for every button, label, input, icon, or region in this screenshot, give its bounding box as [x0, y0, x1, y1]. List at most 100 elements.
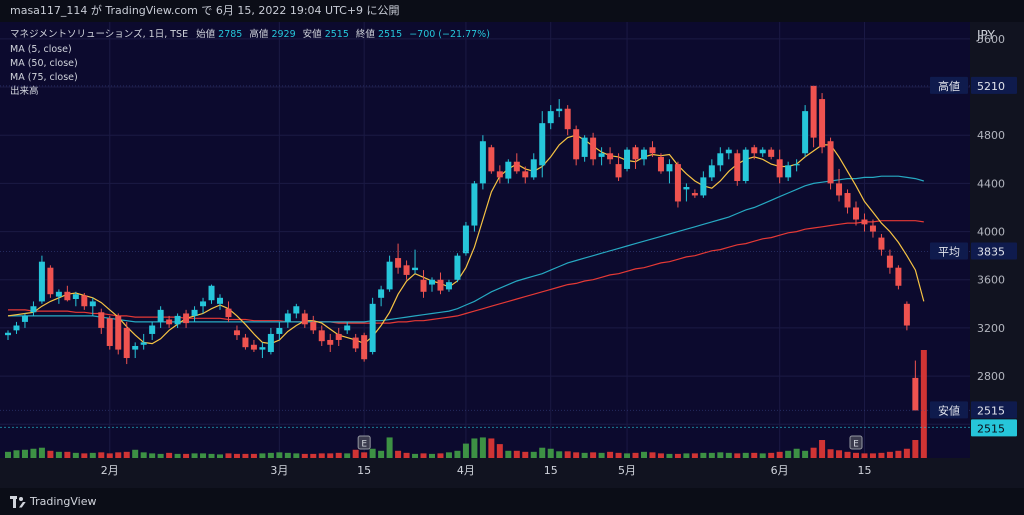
- candle-body: [276, 327, 283, 334]
- candle-body: [649, 147, 656, 154]
- x-tick-label: 15: [357, 464, 371, 477]
- candle-body: [488, 147, 495, 172]
- volume-bar: [276, 452, 283, 458]
- price-marker-value-box: [971, 242, 1017, 260]
- close-label: 終値: [356, 28, 376, 40]
- volume-bar: [106, 453, 113, 458]
- volume-bar: [225, 453, 232, 458]
- volume-bar: [420, 453, 427, 458]
- volume-bar: [751, 452, 758, 458]
- candle-body: [13, 325, 20, 331]
- volume-bar: [378, 450, 385, 458]
- candle-body: [708, 165, 715, 178]
- y-tick-label: 5600: [977, 33, 1005, 46]
- candle-body: [403, 265, 410, 275]
- candle-body: [310, 321, 317, 331]
- volume-bar: [132, 449, 139, 458]
- candle-body: [301, 313, 308, 325]
- volume-bar: [641, 451, 647, 458]
- volume-bar: [344, 453, 351, 458]
- volume-bar: [123, 451, 130, 458]
- candle-body: [641, 149, 647, 160]
- volume-bar: [802, 450, 809, 458]
- candle-body: [522, 171, 529, 178]
- price-marker-label: 高値: [938, 79, 960, 93]
- y-tick-label: 4400: [977, 177, 1005, 190]
- candle-body: [352, 337, 359, 349]
- price-marker-label-box: [930, 242, 968, 260]
- volume-bar: [98, 452, 105, 458]
- volume-bar: [352, 449, 359, 458]
- volume-bar: [335, 452, 342, 458]
- y-tick-label: 4000: [977, 226, 1005, 239]
- volume-bar: [598, 452, 605, 458]
- ma5-line: [7, 134, 925, 345]
- change-value: −700 (−21.77%): [409, 29, 490, 40]
- candle-body: [420, 279, 427, 292]
- candle-body: [539, 123, 546, 166]
- candle-body: [157, 309, 164, 322]
- volume-bar: [429, 453, 435, 458]
- tradingview-logo-icon: [10, 495, 26, 508]
- x-tick-label: 6月: [771, 464, 789, 477]
- chart-frame[interactable]: EE JPY 240028003200360040004400480052005…: [0, 22, 1024, 488]
- volume-bar: [191, 453, 198, 458]
- candle-body: [556, 108, 563, 112]
- volume-bar: [844, 451, 851, 458]
- volume-bar: [208, 453, 215, 458]
- candle-body: [734, 153, 741, 181]
- high-label: 高値: [249, 28, 269, 40]
- candle-body: [412, 267, 419, 271]
- candlestick-chart[interactable]: EE JPY 240028003200360040004400480052005…: [0, 22, 1024, 488]
- indicator-ma75: MA (75, close): [10, 72, 78, 83]
- earnings-marker-label: E: [853, 440, 859, 450]
- volume-bar: [776, 451, 783, 458]
- y-tick-label: 4800: [977, 129, 1005, 142]
- currency-label: JPY: [976, 28, 996, 42]
- candle-body: [751, 147, 758, 154]
- x-tick-label: 15: [544, 464, 558, 477]
- tradingview-logo[interactable]: TradingView: [10, 495, 96, 508]
- candle-body: [166, 319, 173, 325]
- open-label: 始値: [196, 28, 216, 40]
- candle-body: [742, 149, 749, 181]
- price-marker-value: 2515: [977, 404, 1005, 417]
- volume-bar: [462, 443, 469, 458]
- candle-body: [768, 149, 775, 157]
- candle-body: [64, 291, 71, 301]
- indicator-volume: 出来高: [10, 85, 39, 97]
- legend: マネジメントソリューションズ, 1日, TSE 始値 2785 高値 2929 …: [10, 28, 490, 97]
- candle-body: [759, 149, 766, 154]
- y-tick-label: 2800: [977, 370, 1005, 383]
- x-tick-label: 5月: [618, 464, 636, 477]
- candle-body: [700, 177, 707, 196]
- candle-body: [479, 141, 486, 184]
- volume-bar: [318, 453, 325, 458]
- candle-body: [89, 301, 96, 307]
- candle-body: [183, 313, 190, 324]
- candle-body: [395, 258, 402, 268]
- volume-bar: [55, 451, 62, 458]
- candle-body: [547, 111, 554, 124]
- candle-body: [200, 301, 207, 307]
- price-marker-value: 5210: [977, 80, 1005, 93]
- candle-body: [785, 165, 792, 178]
- candle-body: [530, 159, 537, 178]
- volume-bar: [437, 453, 444, 458]
- high-value: 2929: [271, 29, 295, 40]
- candle-body: [878, 237, 885, 250]
- price-markers: 高値 5210 平均 3835 安値 2515 2515: [0, 76, 1017, 437]
- volume-bar: [21, 449, 28, 458]
- volume-bar: [522, 451, 529, 458]
- x-tick-label: 3月: [270, 464, 288, 477]
- candle-body: [674, 164, 681, 202]
- volume-bar: [624, 453, 631, 458]
- volume-bar: [920, 350, 927, 458]
- open-value: 2785: [218, 29, 242, 40]
- volume-bar: [581, 452, 588, 458]
- volume-bar: [301, 453, 308, 458]
- candle-body: [573, 129, 580, 160]
- candle-body: [217, 297, 223, 304]
- volume-bar: [607, 451, 614, 458]
- volume-bar: [327, 453, 334, 458]
